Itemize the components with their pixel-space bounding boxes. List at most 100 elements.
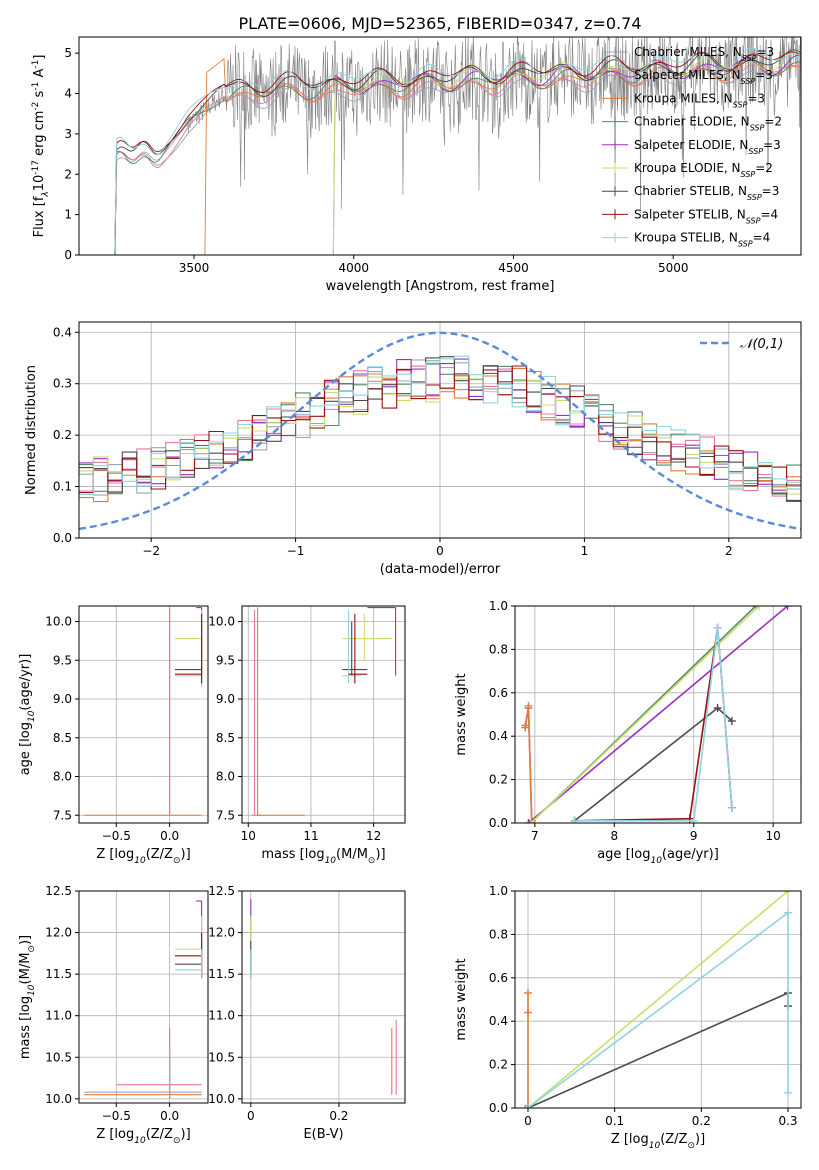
y-axis-label: Flux [fλ10-17 erg cm-2 s-1 A-1] [31, 55, 51, 238]
histogram-step-line [79, 355, 801, 496]
y-tick-label: 1.0 [489, 884, 508, 898]
x-axis-label: Z [log10(Z/Z⊙)] [96, 847, 190, 866]
y-tick-label: 0.4 [53, 325, 72, 339]
y-tick-label: 8.5 [216, 731, 235, 745]
x-axis-label: E(B-V) [303, 1127, 343, 1142]
x-axis-label: Z [log10(Z/Z⊙)] [611, 1132, 705, 1151]
x-axis-label: age [log10(age/yr)] [597, 847, 719, 866]
massweight-age-panel: 7 8 9 10 0.0 0.2 0.4 0.6 0.8 1.0 age [log10(age/yr… [454, 599, 802, 866]
mass-weight-line [527, 891, 789, 1108]
y-tick-label: 8.0 [216, 770, 235, 784]
y-tick-label: 0.2 [489, 1058, 508, 1072]
model-spectrum-line [82, 47, 801, 255]
plot-area [521, 606, 792, 823]
x-tick-label: −0.5 [102, 1109, 131, 1123]
y-tick-label: 10.0 [45, 615, 72, 629]
legend-label: Salpeter MILES, NSSP=3 [634, 68, 773, 86]
x-tick-label: −2 [142, 544, 160, 558]
mass-weight-line [524, 707, 533, 821]
axes-frame [78, 605, 209, 824]
x-tick-label: 0 [247, 1109, 255, 1123]
y-tick-label: 12.5 [45, 884, 72, 898]
legend-label: 𝒩(0,1) [740, 337, 783, 352]
axes-frame [514, 890, 802, 1109]
y-tick-label: 11.0 [208, 1009, 235, 1023]
axes-frame [241, 890, 406, 1104]
x-tick-label: 11 [303, 829, 318, 843]
age-metallicity-panel: −0.5 0.0 7.5 8.0 8.5 9.0 9.5 10.0 Z [log10(Z/Z⊙)… [18, 605, 209, 866]
x-tick-label: 1 [581, 544, 589, 558]
x-tick-label: 4500 [498, 261, 529, 275]
x-axis-label: (data-model)/error [380, 562, 501, 577]
y-tick-label: 10.0 [45, 1092, 72, 1106]
x-tick-label: 0 [436, 544, 444, 558]
axes-frame [241, 605, 406, 824]
histogram-step-line [79, 376, 801, 495]
plot-area [84, 606, 203, 816]
figure-title: PLATE=0606, MJD=52365, FIBERID=0347, z=0… [238, 14, 641, 33]
model-spectrum-line [82, 56, 801, 255]
legend-label: Chabrier ELODIE, NSSP=2 [634, 115, 782, 133]
y-tick-label: 1.0 [489, 599, 508, 613]
x-tick-label: 0.0 [160, 1109, 179, 1123]
y-tick-label: 0.4 [489, 729, 508, 743]
x-axis-label: wavelength [Angstrom, rest frame] [326, 279, 555, 294]
x-tick-label: 7 [531, 829, 539, 843]
legend-label: Kroupa ELODIE, NSSP=2 [634, 161, 773, 179]
x-tick-label: 0.3 [778, 1114, 797, 1128]
y-tick-label: 4 [64, 87, 72, 101]
x-tick-label: 4000 [338, 261, 369, 275]
y-tick-label: 10.0 [208, 1092, 235, 1106]
histogram-step-line [79, 356, 801, 501]
x-tick-label: −0.5 [102, 829, 131, 843]
plot-area [82, 37, 801, 255]
y-tick-label: 0.3 [53, 377, 72, 391]
y-tick-label: 10.5 [208, 1050, 235, 1064]
y-tick-label: 8.0 [53, 770, 72, 784]
y-tick-label: 0.6 [489, 971, 508, 985]
y-tick-label: 0 [64, 248, 72, 262]
y-tick-label: 0.0 [489, 1101, 508, 1115]
y-tick-label: 1 [64, 208, 72, 222]
y-tick-label: 2 [64, 167, 72, 181]
y-axis-label: age [log10(age/yr)] [18, 654, 37, 776]
normal-reference-curve [79, 331, 801, 531]
y-tick-label: 10.0 [208, 615, 235, 629]
y-tick-label: 0.0 [489, 816, 508, 830]
histogram-step-line [79, 365, 801, 494]
y-tick-label: 0.1 [53, 480, 72, 494]
x-tick-label: 10 [241, 829, 256, 843]
x-tick-label: −1 [287, 544, 305, 558]
x-axis-label: Z [log10(Z/Z⊙)] [96, 1127, 190, 1146]
mass-weight-line [574, 627, 733, 822]
x-tick-label: 2 [725, 544, 733, 558]
histogram-panel: −2 −1 0 1 2 0.0 0.1 0.2 0.3 0.4 (data-model)/error… [24, 321, 802, 577]
y-tick-label: 10.5 [45, 1050, 72, 1064]
legend-label: Kroupa STELIB, NSSP=4 [634, 231, 770, 249]
y-tick-label: 3 [64, 127, 72, 141]
y-tick-label: 0.8 [489, 927, 508, 941]
age-mass-panel: 10 11 12 7.5 8.0 8.5 9.0 9.5 10.0 mass [log10(M/M… [208, 605, 406, 866]
y-axis-label: mass weight [454, 673, 469, 755]
x-tick-label: 0 [524, 1114, 532, 1128]
y-axis-label: Normed distribution [24, 365, 39, 495]
model-spectrum-line [82, 54, 801, 255]
model-spectrum-line [82, 57, 801, 255]
x-tick-label: 0.2 [329, 1109, 348, 1123]
x-tick-label: 0.0 [160, 829, 179, 843]
massweight-metallicity-panel: 0 0.1 0.2 0.3 0.0 0.2 0.4 0.6 0.8 1.0 Z [log10(Z/Z… [454, 884, 802, 1151]
x-tick-label: 3500 [179, 261, 210, 275]
y-tick-label: 9.5 [53, 653, 72, 667]
y-tick-label: 7.5 [216, 808, 235, 822]
y-tick-label: 0.2 [489, 773, 508, 787]
x-tick-label: 0.2 [692, 1114, 711, 1128]
histogram-step-line [79, 358, 801, 503]
y-tick-label: 0.2 [53, 428, 72, 442]
x-tick-label: 0.1 [605, 1114, 624, 1128]
x-axis-label: mass [log10(M/M⊙)] [261, 847, 385, 866]
x-tick-label: 9 [690, 829, 698, 843]
legend-label: Salpeter ELODIE, NSSP=3 [634, 138, 781, 156]
mass-metallicity-panel: −0.5 0.0 10.0 10.5 11.0 11.5 12.0 12.5 Z [log10(… [18, 884, 209, 1146]
axes-frame [514, 605, 802, 824]
y-tick-label: 0.4 [489, 1014, 508, 1028]
